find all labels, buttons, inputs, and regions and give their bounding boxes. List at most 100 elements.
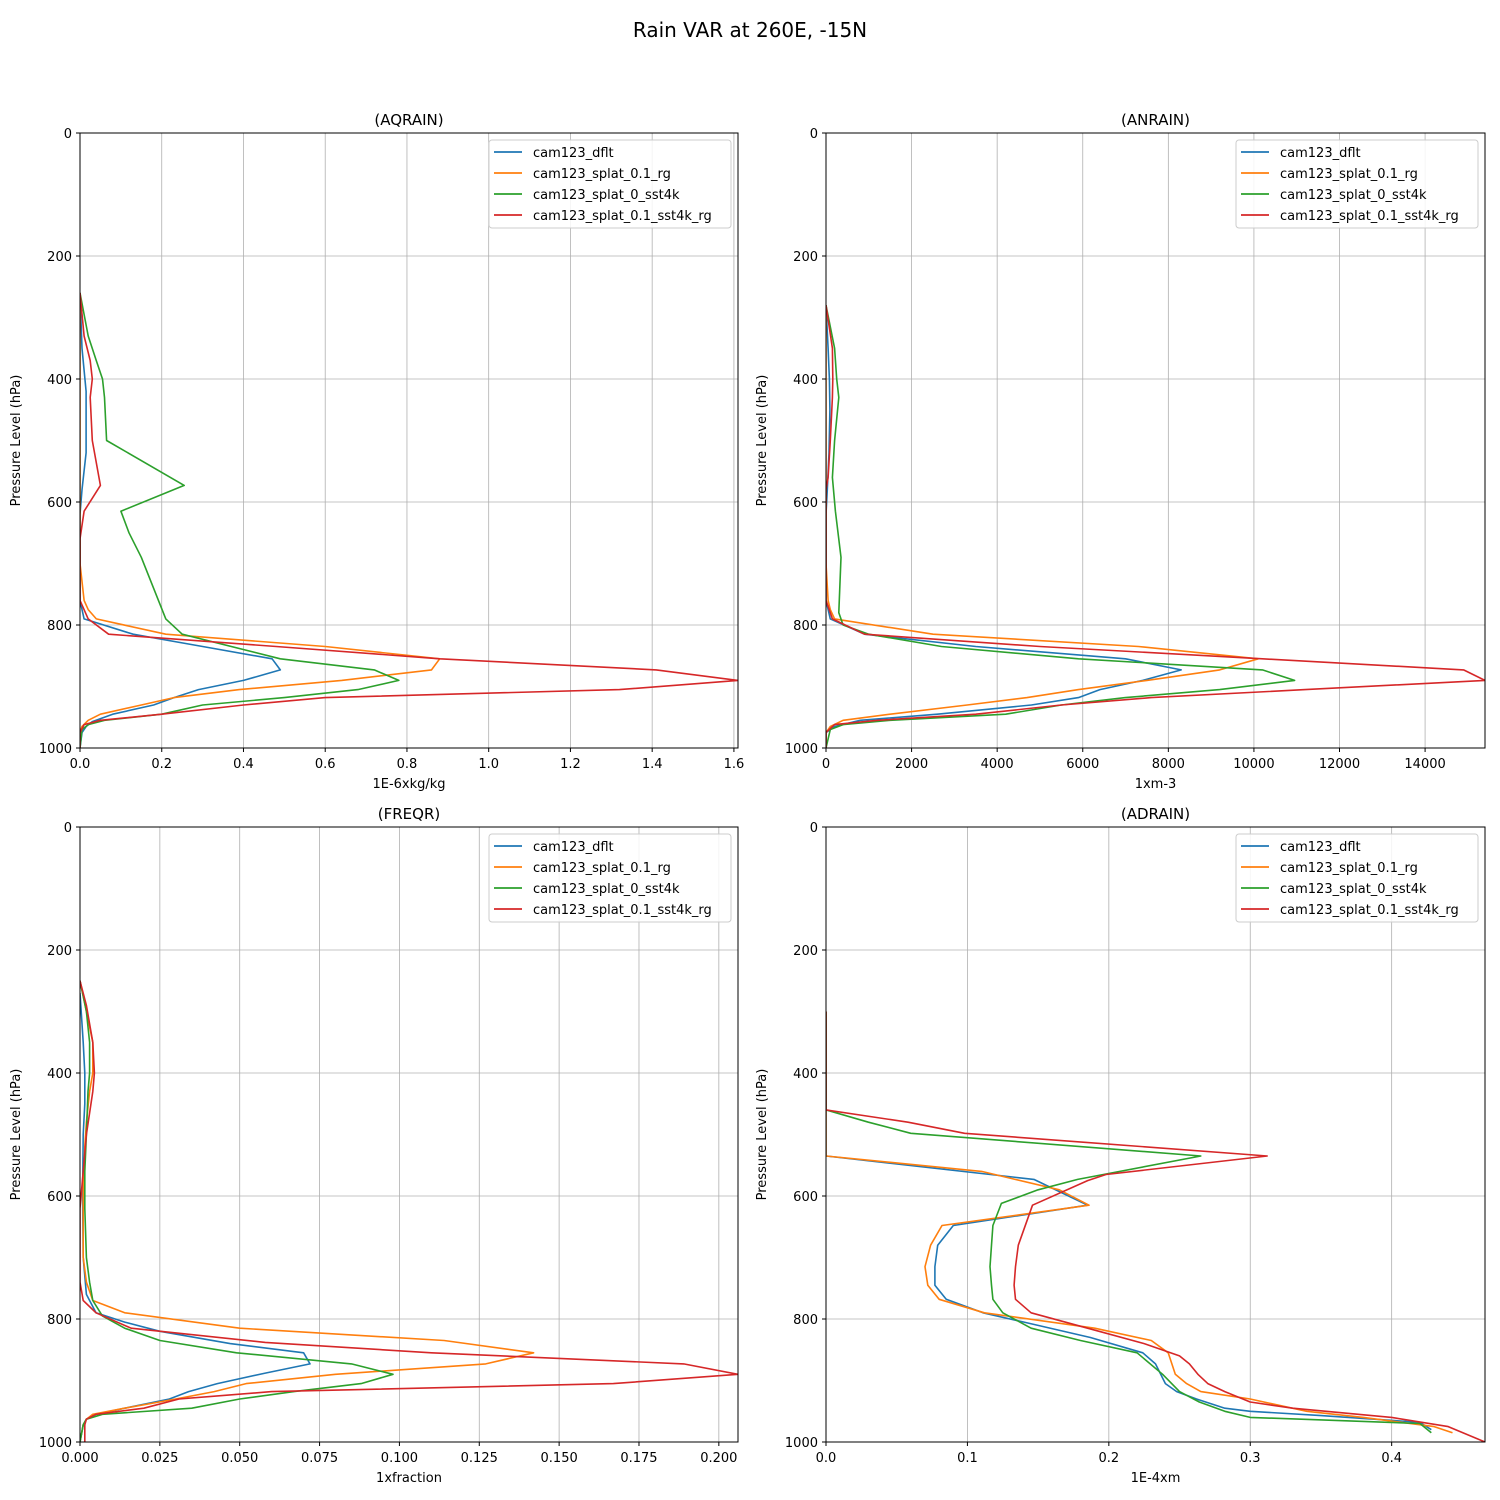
y-tick-label: 800 bbox=[47, 1313, 72, 1328]
legend-label: cam123_splat_0.1_sst4k_rg bbox=[1280, 903, 1459, 918]
y-axis-label: Pressure Level (hPa) bbox=[9, 1069, 24, 1201]
y-tick-label: 400 bbox=[47, 373, 72, 388]
series-line-cam123_splat_0.1_rg bbox=[80, 980, 535, 1442]
series-line-cam123_dflt bbox=[826, 305, 1182, 748]
x-tick-label: 0.100 bbox=[381, 1451, 418, 1466]
series-group bbox=[80, 980, 738, 1442]
legend-label: cam123_splat_0_sst4k bbox=[1280, 882, 1427, 897]
x-tick-label: 1.0 bbox=[478, 757, 499, 772]
x-tick-label: 0.0 bbox=[70, 757, 91, 772]
x-tick-label: 0.0 bbox=[816, 1451, 837, 1466]
legend-label: cam123_splat_0.1_rg bbox=[1280, 861, 1418, 876]
x-tick-label: 0.175 bbox=[620, 1451, 657, 1466]
x-tick-label: 0.2 bbox=[1098, 1451, 1119, 1466]
x-tick-label: 4000 bbox=[981, 757, 1014, 772]
x-tick-label: 0.4 bbox=[1381, 1451, 1402, 1466]
series-line-cam123_splat_0_sst4k bbox=[826, 1011, 1432, 1434]
axes-frame bbox=[79, 826, 739, 1443]
y-tick-label: 400 bbox=[47, 1067, 72, 1082]
legend-box bbox=[1235, 833, 1479, 923]
x-tick-label: 0.125 bbox=[461, 1451, 498, 1466]
panel-adrain: 0.0 0.1 0.2 0.3 0.4 0 200 400 600 800 1000 (ADRAIN)… bbox=[755, 805, 1486, 1486]
panel-title: (FREQR) bbox=[378, 805, 440, 823]
series-line-cam123_splat_0.1_sst4k_rg bbox=[826, 305, 1485, 748]
panel-title: (ANRAIN) bbox=[1121, 111, 1190, 129]
x-tick-label: 2000 bbox=[895, 757, 928, 772]
y-tick-label: 800 bbox=[47, 619, 72, 634]
y-tick-label: 800 bbox=[793, 619, 818, 634]
x-tick-label: 0.075 bbox=[301, 1451, 338, 1466]
legend-label: cam123_splat_0_sst4k bbox=[1280, 188, 1427, 203]
x-axis-label: 1xm-3 bbox=[1135, 777, 1177, 792]
panel-freqr: 0.000 0.025 0.050 0.075 0.100 0.125 0.150 0.175… bbox=[9, 805, 739, 1486]
x-tick-label: 0.6 bbox=[315, 757, 336, 772]
y-tick-label: 200 bbox=[793, 944, 818, 959]
x-tick-label: 12000 bbox=[1319, 757, 1360, 772]
x-tick-label: 0.3 bbox=[1240, 1451, 1261, 1466]
figure-title: Rain VAR at 260E, -15N bbox=[633, 18, 867, 42]
legend-label: cam123_dflt bbox=[1280, 146, 1361, 161]
x-tick-label: 0.1 bbox=[957, 1451, 978, 1466]
x-axis-label: 1E-6xkg/kg bbox=[372, 777, 445, 792]
y-tick-label: 600 bbox=[47, 1190, 72, 1205]
y-tick-label: 200 bbox=[47, 944, 72, 959]
legend: cam123_dflt cam123_splat_0.1_rg cam123_spl… bbox=[1235, 833, 1479, 923]
x-tick-label: 10000 bbox=[1233, 757, 1274, 772]
series-group bbox=[826, 305, 1485, 748]
legend-label: cam123_dflt bbox=[533, 840, 614, 855]
axes-frame bbox=[825, 132, 1486, 749]
x-tick-label: 0.050 bbox=[221, 1451, 258, 1466]
y-axis-label: Pressure Level (hPa) bbox=[755, 1069, 770, 1201]
y-axis-label: Pressure Level (hPa) bbox=[9, 375, 24, 507]
x-tick-label: 14000 bbox=[1404, 757, 1445, 772]
series-line-cam123_splat_0_sst4k bbox=[80, 980, 394, 1442]
series-line-cam123_splat_0.1_sst4k_rg bbox=[826, 1011, 1485, 1442]
legend-label: cam123_splat_0_sst4k bbox=[533, 882, 680, 897]
y-tick-label: 0 bbox=[810, 127, 818, 142]
y-tick-label: 0 bbox=[64, 127, 72, 142]
legend-label: cam123_splat_0_sst4k bbox=[533, 188, 680, 203]
legend-label: cam123_splat_0.1_rg bbox=[533, 861, 671, 876]
legend: cam123_dflt cam123_splat_0.1_rg cam123_spl… bbox=[488, 833, 732, 923]
y-tick-label: 800 bbox=[793, 1313, 818, 1328]
panel-title: (ADRAIN) bbox=[1121, 805, 1190, 823]
y-tick-label: 400 bbox=[793, 373, 818, 388]
legend-label: cam123_dflt bbox=[1280, 840, 1361, 855]
legend-label: cam123_splat_0.1_sst4k_rg bbox=[1280, 209, 1459, 224]
y-tick-label: 1000 bbox=[785, 1436, 818, 1451]
axes-frame bbox=[79, 132, 739, 749]
legend: cam123_dflt cam123_splat_0.1_rg cam123_spl… bbox=[1235, 139, 1479, 229]
legend: cam123_dflt cam123_splat_0.1_rg cam123_spl… bbox=[488, 139, 732, 229]
x-tick-label: 0.4 bbox=[233, 757, 254, 772]
y-tick-label: 400 bbox=[793, 1067, 818, 1082]
series-line-cam123_splat_0.1_rg bbox=[826, 1011, 1453, 1434]
x-tick-label: 0.200 bbox=[700, 1451, 737, 1466]
y-tick-label: 200 bbox=[793, 250, 818, 265]
x-axis-label: 1xfraction bbox=[376, 1471, 442, 1486]
legend-label: cam123_splat_0.1_sst4k_rg bbox=[533, 209, 712, 224]
x-tick-label: 1.6 bbox=[724, 757, 745, 772]
y-axis-label: Pressure Level (hPa) bbox=[755, 375, 770, 507]
x-tick-label: 0.025 bbox=[141, 1451, 178, 1466]
series-line-cam123_splat_0.1_sst4k_rg bbox=[80, 292, 738, 748]
y-tick-label: 200 bbox=[47, 250, 72, 265]
legend-box bbox=[1235, 139, 1479, 229]
x-tick-label: 1.2 bbox=[560, 757, 581, 772]
panel-title: (AQRAIN) bbox=[374, 111, 443, 129]
x-tick-label: 0.000 bbox=[61, 1451, 98, 1466]
x-tick-label: 0.2 bbox=[151, 757, 172, 772]
y-tick-label: 0 bbox=[810, 821, 818, 836]
y-tick-label: 0 bbox=[64, 821, 72, 836]
x-tick-label: 0.150 bbox=[541, 1451, 578, 1466]
panel-aqrain: 0.0 0.2 0.4 0.6 0.8 1.0 1.2 1.4 1.6 0 200 400 600 800… bbox=[9, 111, 744, 792]
series-line-cam123_splat_0.1_sst4k_rg bbox=[80, 980, 738, 1442]
y-tick-label: 600 bbox=[793, 1190, 818, 1205]
series-group bbox=[80, 292, 738, 748]
y-tick-label: 600 bbox=[47, 496, 72, 511]
series-group bbox=[826, 1011, 1485, 1442]
panel-anrain: 0 2000 4000 6000 8000 10000 12000 14000 0 200 400 6… bbox=[755, 111, 1486, 792]
x-tick-label: 1.4 bbox=[642, 757, 663, 772]
legend-label: cam123_dflt bbox=[533, 146, 614, 161]
legend-label: cam123_splat_0.1_rg bbox=[1280, 167, 1418, 182]
y-tick-label: 600 bbox=[793, 496, 818, 511]
